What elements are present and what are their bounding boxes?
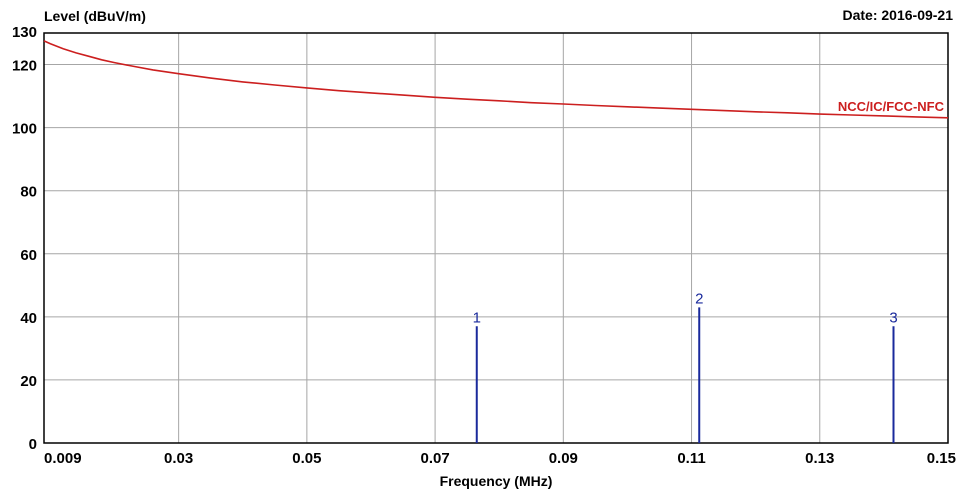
x-tick-label: 0.009: [44, 450, 82, 467]
x-tick-label: 0.07: [420, 450, 449, 467]
marker-label: 2: [695, 290, 703, 307]
axes: [43, 32, 949, 444]
y-tick-label: 0: [29, 436, 37, 453]
grid-lines: [44, 33, 948, 443]
series-layer: NCC/IC/FCC-NFC: [43, 40, 949, 119]
x-tick-label: 0.15: [927, 450, 956, 467]
plot-frame: [43, 32, 949, 444]
x-tick-label: 0.03: [164, 450, 193, 467]
marker-label: 1: [473, 309, 481, 326]
x-tick-label: 0.05: [292, 450, 321, 467]
y-tick-label: 80: [20, 184, 37, 201]
limit-line: [43, 40, 949, 119]
limit-line-label: NCC/IC/FCC-NFC: [838, 99, 945, 114]
y-tick-label: 130: [12, 24, 37, 41]
date-label: Date: 2016-09-21: [842, 7, 953, 23]
label-layer: Level (dBuV/m) Date: 2016-09-21 Frequenc…: [12, 7, 956, 489]
x-tick-label: 0.11: [677, 450, 705, 467]
y-tick-label: 100: [12, 121, 37, 138]
y-tick-label: 60: [20, 247, 37, 264]
y-tick-label: 120: [12, 58, 37, 75]
marker-layer: 1 2 3: [473, 290, 898, 443]
y-tick-label: 20: [20, 373, 37, 390]
x-tick-label: 0.09: [549, 450, 578, 467]
x-tick-label: 0.13: [805, 450, 834, 467]
x-axis-title: Frequency (MHz): [440, 473, 553, 489]
marker-label: 3: [889, 309, 897, 326]
y-axis-title: Level (dBuV/m): [44, 8, 146, 24]
y-tick-label: 40: [20, 310, 37, 327]
